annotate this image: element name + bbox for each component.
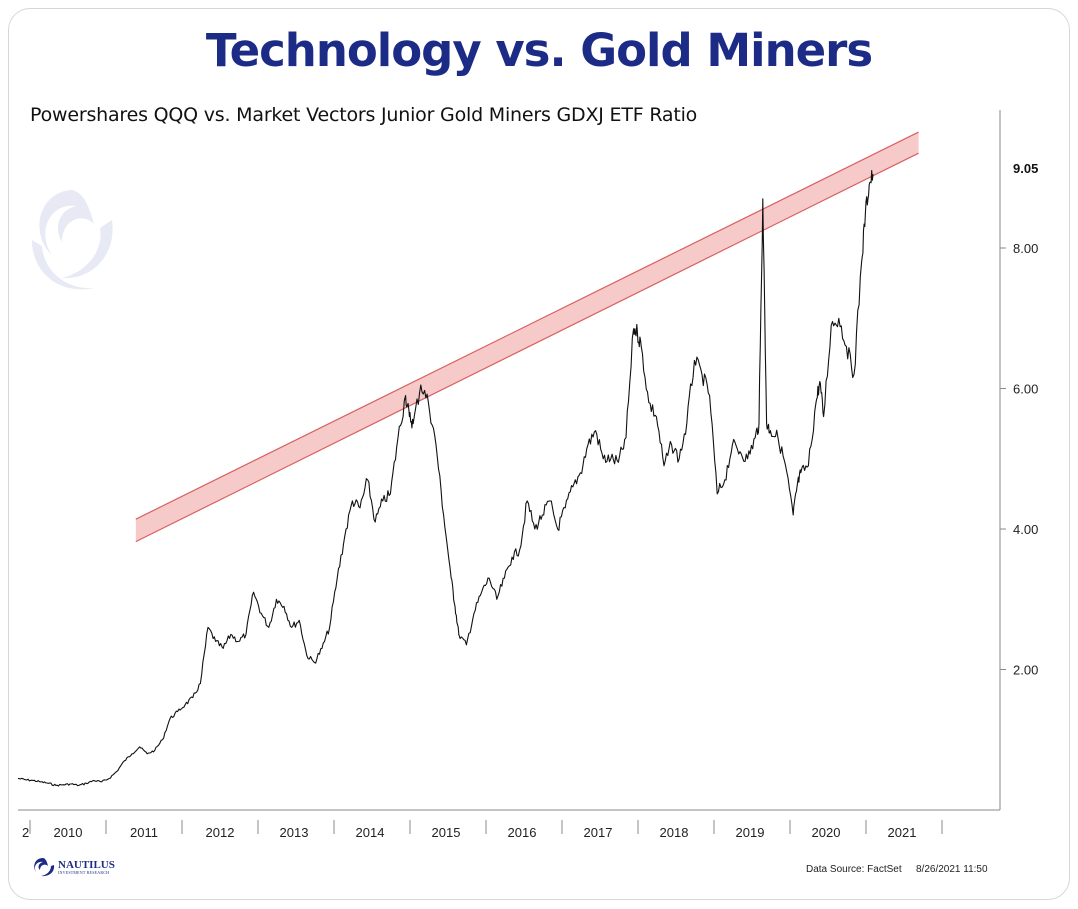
x-tick-label: 2010: [54, 825, 83, 840]
x-tick-label: 2012: [206, 825, 235, 840]
chart-axes: 2.00 4.00 6.00 8.00 9.05 2 2010 2011 2012 2013 201…: [18, 110, 1038, 840]
logo-name: NAUTILUS: [58, 858, 115, 871]
last-value-label: 9.05: [1013, 161, 1038, 176]
x-tick-label: 2015: [432, 825, 461, 840]
y-tick-label: 6.00: [1013, 382, 1038, 397]
timestamp: 8/26/2021 11:50: [916, 864, 988, 875]
chart-subtitle: Powershares QQQ vs. Market Vectors Junio…: [30, 104, 698, 126]
y-tick-label: 2.00: [1013, 663, 1038, 678]
x-tick-label: 2014: [356, 825, 385, 840]
y-tick-label: 4.00: [1013, 522, 1038, 537]
ratio-series: [17, 169, 874, 787]
x-tick-label: 2019: [736, 825, 765, 840]
x-tick-label: 2011: [130, 825, 158, 840]
x-tick-label: 2013: [280, 825, 309, 840]
x-tick-label: 2017: [584, 825, 613, 840]
x-tick-label: 2018: [660, 825, 689, 840]
channel-band: [135, 132, 919, 542]
x-tick-label: 2020: [812, 825, 841, 840]
x-tick-label: 2021: [888, 825, 917, 840]
ratio-line: [17, 169, 874, 787]
watermark-logo-icon: [22, 180, 122, 550]
x-tick-label: 2: [22, 825, 29, 840]
logo-tagline: INVESTMENT RESEARCH: [58, 869, 110, 875]
channel-lower-edge: [135, 152, 919, 543]
data-source: Data Source: FactSet: [806, 864, 902, 875]
chart-title: Technology vs. Gold Miners: [205, 24, 873, 77]
resistance-channel: [135, 131, 919, 543]
nautilus-logo: NAUTILUS INVESTMENT RESEARCH: [30, 856, 115, 878]
y-tick-label: 8.00: [1013, 241, 1038, 256]
x-tick-label: 2016: [508, 825, 537, 840]
nautilus-logo-icon: [34, 858, 55, 877]
channel-upper-edge: [135, 131, 919, 520]
